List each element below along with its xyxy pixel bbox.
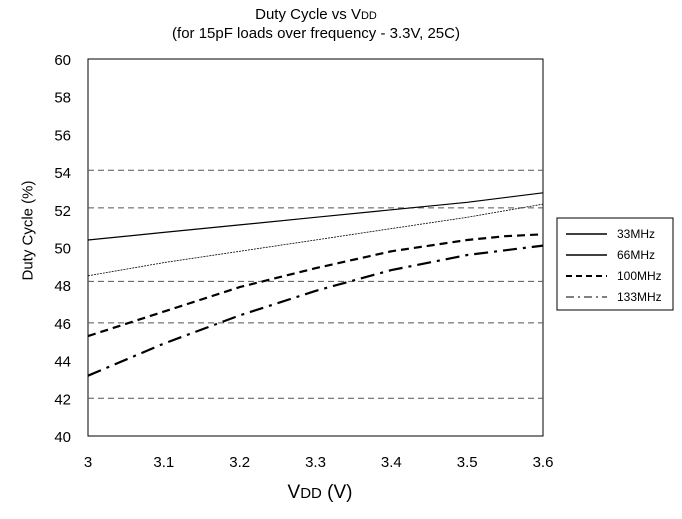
series-line-133mhz bbox=[87, 244, 544, 377]
legend-label-66mhz: 66MHz bbox=[617, 248, 655, 262]
y-tick-label-9: 58 bbox=[54, 90, 71, 107]
legend-label-33mhz: 33MHz bbox=[617, 227, 655, 241]
x-axis-label: VDD (V) bbox=[250, 482, 390, 504]
y-tick-label-0: 40 bbox=[54, 429, 71, 446]
y-tick-label-8: 56 bbox=[54, 127, 71, 144]
y-tick-label-5: 50 bbox=[54, 241, 71, 258]
chart-title: Duty Cycle vs VDD bbox=[88, 6, 544, 25]
chart-title-main: Duty Cycle vs V bbox=[255, 6, 361, 23]
x-tick-label-0: 3 bbox=[84, 454, 92, 471]
y-tick-label-7: 54 bbox=[54, 165, 71, 182]
series-line-100mhz bbox=[87, 233, 544, 338]
legend-label-100mhz: 100MHz bbox=[617, 269, 662, 283]
y-tick-label-3: 46 bbox=[54, 316, 71, 333]
x-tick-label-4: 3.4 bbox=[381, 454, 402, 471]
x-tick-label-1: 3.1 bbox=[153, 454, 174, 471]
plot-area-frame bbox=[87, 58, 544, 437]
x-axis-label-unit: (V) bbox=[321, 482, 353, 503]
series-line-33mhz bbox=[87, 192, 544, 241]
x-tick-label-2: 3.2 bbox=[229, 454, 250, 471]
x-axis-label-main: V bbox=[287, 482, 301, 503]
x-tick-label-6: 3.6 bbox=[533, 454, 554, 471]
y-tick-label-4: 48 bbox=[54, 278, 71, 295]
y-tick-label-2: 44 bbox=[54, 354, 71, 371]
chart-subtitle: (for 15pF loads over frequency - 3.3V, 2… bbox=[172, 25, 460, 42]
legend-label-133mhz: 133MHz bbox=[617, 290, 662, 304]
y-tick-label-6: 52 bbox=[54, 203, 71, 220]
y-tick-label-1: 42 bbox=[54, 391, 71, 408]
x-axis-label-subscript: DD bbox=[300, 485, 322, 502]
series-line-66mhz bbox=[87, 203, 544, 277]
x-tick-label-5: 3.5 bbox=[457, 454, 478, 471]
x-tick-label-3: 3.3 bbox=[305, 454, 326, 471]
chart-title-subscript: DD bbox=[360, 10, 377, 22]
y-tick-label-10: 60 bbox=[54, 52, 71, 69]
